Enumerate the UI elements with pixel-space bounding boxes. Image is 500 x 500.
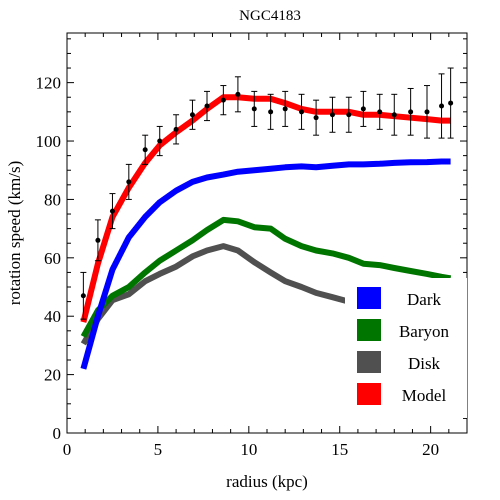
data-point (377, 109, 383, 115)
observation-point (189, 99, 196, 130)
data-point (220, 97, 226, 103)
observation-point (407, 87, 414, 136)
data-point (251, 106, 257, 112)
x-tick-label: 15 (331, 440, 348, 459)
observation-point (345, 96, 352, 133)
legend-item-baryon: Baryon (357, 319, 450, 341)
y-tick-label: 40 (44, 307, 61, 326)
observation-point (298, 93, 305, 130)
data-point (299, 109, 305, 115)
x-axis-label: radius (kpc) (226, 472, 308, 491)
observation-point (220, 85, 227, 116)
x-tick-label: 5 (154, 440, 163, 459)
observations-layer (80, 67, 454, 320)
observation-point (94, 219, 101, 262)
y-tick-label: 0 (53, 424, 62, 443)
data-point (360, 106, 366, 112)
observation-point (329, 96, 336, 133)
x-tick-label: 20 (422, 440, 439, 459)
legend-swatch (357, 319, 381, 341)
data-point (80, 293, 86, 299)
observation-point (204, 90, 210, 122)
y-tick-label: 20 (44, 366, 61, 385)
series-line-baryon (80, 216, 452, 339)
legend-swatch (357, 351, 381, 373)
observation-point (142, 134, 149, 165)
observation-point (80, 271, 87, 320)
legend-item-model: Model (357, 383, 446, 405)
data-point (439, 103, 445, 109)
observation-point (313, 99, 320, 136)
legend-label: Dark (407, 290, 441, 309)
x-tick-label: 10 (240, 440, 257, 459)
series-line-dark (80, 158, 451, 370)
data-point (189, 112, 195, 118)
data-point (235, 91, 241, 97)
data-point (391, 112, 397, 118)
observation-point (360, 90, 367, 127)
data-point (126, 179, 132, 185)
observation-point (447, 67, 454, 139)
observation-point (109, 193, 116, 230)
observation-point (234, 76, 241, 113)
observation-point (438, 73, 445, 139)
observation-point (156, 125, 163, 157)
y-axis-label: rotation speed (km/s) (5, 161, 24, 305)
data-point (204, 103, 210, 109)
data-point (408, 109, 414, 115)
data-point (282, 106, 288, 112)
legend: Dark Baryon Disk Model (345, 278, 467, 418)
data-point (95, 237, 101, 243)
observation-point (267, 93, 274, 130)
x-tick-label: 0 (63, 440, 72, 459)
legend-item-disk: Disk (357, 351, 441, 373)
data-point (268, 109, 274, 115)
observation-point (391, 93, 398, 136)
data-point (157, 138, 163, 144)
observation-point (282, 90, 289, 127)
y-tick-label: 80 (44, 190, 61, 209)
y-tick-label: 100 (36, 132, 62, 151)
data-point (448, 100, 454, 106)
data-point (109, 208, 115, 214)
observation-point (376, 93, 383, 130)
legend-label: Baryon (399, 322, 450, 341)
observation-point (173, 114, 180, 145)
legend-label: Model (402, 386, 447, 405)
legend-label: Disk (408, 354, 441, 373)
data-point (173, 126, 179, 132)
data-point (329, 112, 335, 118)
data-point (424, 109, 430, 115)
legend-item-dark: Dark (357, 287, 441, 309)
legend-swatch (357, 287, 381, 309)
y-tick-label: 60 (44, 249, 61, 268)
data-point (346, 112, 352, 118)
data-point (142, 147, 148, 153)
observation-point (424, 85, 430, 139)
observation-point (251, 90, 258, 127)
chart-title: NGC4183 (239, 8, 301, 24)
observation-point (125, 163, 132, 200)
y-tick-label: 120 (36, 74, 62, 93)
legend-swatch (357, 383, 381, 405)
data-point (313, 115, 319, 121)
x-axis-ticks: 0 5 10 15 20 (63, 33, 468, 459)
